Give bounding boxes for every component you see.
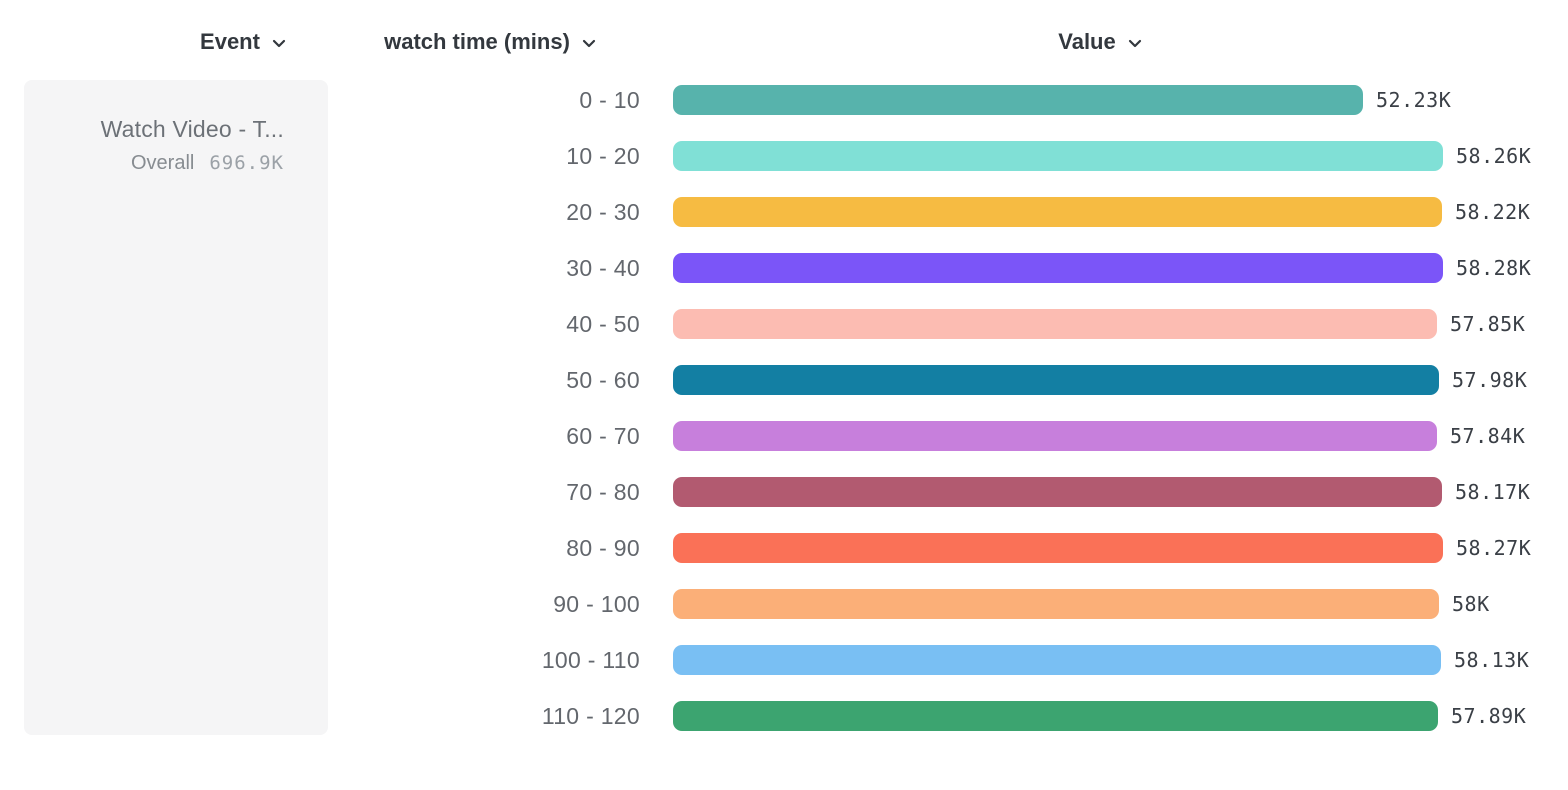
overall-value: 696.9K <box>209 152 284 174</box>
value-label: 58.17K <box>1455 480 1531 504</box>
bucket-label: 20 - 30 <box>566 199 640 225</box>
chart-row: 100 - 110 58.13K <box>0 645 1568 675</box>
column-header-event-dropdown[interactable]: Event <box>143 26 343 58</box>
chart-row: 50 - 60 57.98K <box>0 365 1568 395</box>
value-bar[interactable] <box>673 253 1443 283</box>
value-bar[interactable] <box>673 85 1363 115</box>
value-bar[interactable] <box>673 197 1442 227</box>
value-bar[interactable] <box>673 477 1442 507</box>
chart-row: 20 - 30 58.22K <box>0 197 1568 227</box>
chart-row: 40 - 50 57.85K <box>0 309 1568 339</box>
value-label: 58K <box>1452 592 1490 616</box>
bucket-label: 100 - 110 <box>541 647 640 673</box>
bucket-label: 30 - 40 <box>566 255 640 281</box>
value-label: 52.23K <box>1376 88 1452 112</box>
bucket-label: 80 - 90 <box>566 535 640 561</box>
bucket-label: 0 - 10 <box>579 87 640 113</box>
chart-row: 80 - 90 58.27K <box>0 533 1568 563</box>
column-header-breakdown-label: watch time (mins) <box>384 29 570 54</box>
column-header-breakdown-dropdown[interactable]: watch time (mins) <box>360 26 620 58</box>
value-bar[interactable] <box>673 421 1437 451</box>
bucket-label: 60 - 70 <box>566 423 640 449</box>
chevron-down-icon <box>272 39 286 48</box>
chart-row: 10 - 20 58.26K <box>0 141 1568 171</box>
overall-label: Overall <box>131 152 195 174</box>
chart-row: 60 - 70 57.84K <box>0 421 1568 451</box>
column-header-value-dropdown[interactable]: Value <box>990 26 1210 58</box>
chart-row: 70 - 80 58.17K <box>0 477 1568 507</box>
chart-row: 90 - 100 58K <box>0 589 1568 619</box>
value-label: 58.26K <box>1456 144 1532 168</box>
value-bar[interactable] <box>673 701 1438 731</box>
bucket-label: 90 - 100 <box>553 591 640 617</box>
chart-row: 0 - 10 52.23K <box>0 85 1568 115</box>
value-bar[interactable] <box>673 365 1439 395</box>
value-label: 57.89K <box>1451 704 1527 728</box>
event-overall-row: Overall 696.9K <box>24 152 284 175</box>
value-label: 58.13K <box>1454 648 1530 672</box>
bucket-label: 10 - 20 <box>566 143 640 169</box>
value-label: 57.85K <box>1450 312 1526 336</box>
bucket-label: 70 - 80 <box>566 479 640 505</box>
value-label: 58.28K <box>1456 256 1532 280</box>
bucket-label: 40 - 50 <box>566 311 640 337</box>
chevron-down-icon <box>582 39 596 48</box>
value-label: 57.98K <box>1452 368 1528 392</box>
event-card[interactable]: Watch Video - T... Overall 696.9K <box>24 80 328 735</box>
column-header-value-label: Value <box>1058 29 1116 54</box>
value-label: 57.84K <box>1450 424 1526 448</box>
value-label: 58.22K <box>1455 200 1531 224</box>
event-name: Watch Video - T... <box>100 116 284 142</box>
chevron-down-icon <box>1128 39 1142 48</box>
value-bar[interactable] <box>673 589 1439 619</box>
value-bar[interactable] <box>673 533 1443 563</box>
value-bar[interactable] <box>673 141 1443 171</box>
column-header-event-label: Event <box>200 29 260 54</box>
chart-row: 30 - 40 58.28K <box>0 253 1568 283</box>
value-bar[interactable] <box>673 309 1437 339</box>
value-bar[interactable] <box>673 645 1441 675</box>
chart-row: 110 - 120 57.89K <box>0 701 1568 731</box>
value-label: 58.27K <box>1456 536 1532 560</box>
bucket-label: 110 - 120 <box>541 703 640 729</box>
bucket-label: 50 - 60 <box>566 367 640 393</box>
